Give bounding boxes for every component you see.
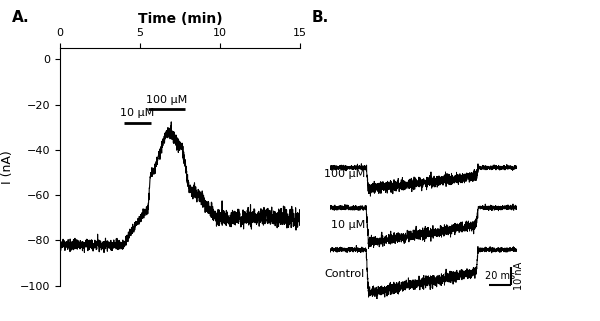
Text: 10 nA: 10 nA xyxy=(514,262,524,290)
Y-axis label: I (nA): I (nA) xyxy=(1,150,14,184)
X-axis label: Time (min): Time (min) xyxy=(137,12,223,26)
Text: 100 µM: 100 µM xyxy=(146,95,187,105)
Text: A.: A. xyxy=(12,10,29,25)
Text: 20 ms: 20 ms xyxy=(485,271,515,281)
Text: B.: B. xyxy=(312,10,329,25)
Text: 10 µM: 10 µM xyxy=(331,220,365,230)
Text: 100 µM: 100 µM xyxy=(324,169,365,179)
Text: 10 µM: 10 µM xyxy=(121,108,155,118)
Text: Control: Control xyxy=(325,269,365,279)
